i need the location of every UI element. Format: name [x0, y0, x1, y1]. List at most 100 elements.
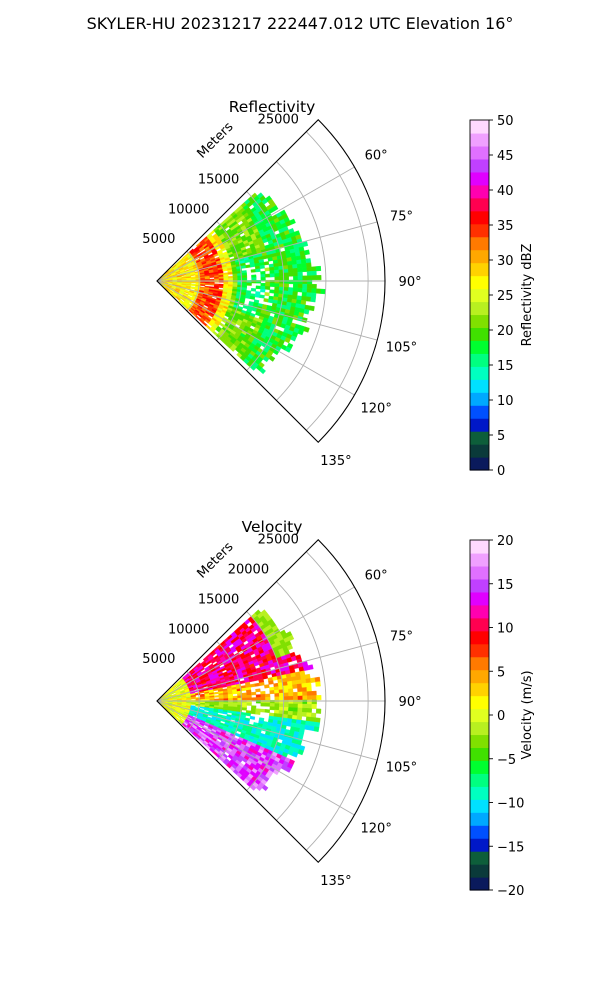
radar-bin [260, 288, 266, 293]
radar-bin [297, 271, 303, 277]
grid-spoke [156, 166, 355, 282]
radial-tick-label: 20000 [228, 563, 269, 578]
radar-bin [311, 695, 317, 701]
radar-bin [297, 691, 303, 697]
grid-spoke [156, 700, 378, 761]
grid-spoke [156, 280, 355, 396]
radar-bin [255, 285, 261, 290]
radar-bin [218, 698, 224, 701]
radar-bin [213, 695, 220, 698]
colorbar-swatch [470, 643, 489, 658]
radar-bin [306, 712, 312, 718]
radar-bin [288, 707, 294, 712]
radar-bin [274, 286, 280, 291]
angle-tick-label: 105° [386, 761, 417, 776]
angle-tick-label: 90° [399, 695, 422, 710]
radar-bin [255, 784, 263, 792]
radar-bin [260, 276, 266, 281]
colorbar: −20 −15 −10 −5 0 5 10 15 20 Velocity (m/s) [469, 534, 535, 899]
radar-bin [301, 295, 307, 302]
radar-bin [292, 691, 299, 697]
radar-bin [167, 279, 173, 281]
radar-bin [264, 267, 270, 272]
radial-tick-label: 15000 [198, 592, 239, 607]
velocity-panel: 60° 75° 90° 105° 120° 135° 5000 10000 15000 20000… [142, 518, 535, 899]
radar-bin [301, 707, 308, 713]
radar-bin [265, 283, 271, 287]
radar-bin [223, 278, 229, 281]
colorbar-swatch [470, 851, 489, 865]
radar-bin [190, 703, 196, 706]
colorbar-swatch [470, 630, 489, 645]
radar-bin [264, 286, 271, 290]
radar-bin [262, 355, 270, 363]
radar-bin [297, 707, 303, 713]
radar-bin [190, 284, 196, 287]
radar-bin [260, 696, 266, 701]
radar-bin [315, 681, 321, 687]
radial-tick-label: 10000 [168, 202, 209, 217]
colorbar-swatch [470, 695, 489, 710]
colorbar-swatch [470, 431, 489, 445]
radar-bin [260, 273, 266, 278]
radar-bin [267, 298, 274, 304]
radar-bin [300, 678, 307, 685]
radar-bin [282, 685, 289, 690]
angle-tick-label: 60° [365, 568, 388, 583]
radar-bin [303, 249, 310, 256]
radar-bin [250, 710, 256, 715]
colorbar-swatch [470, 552, 489, 567]
radar-bin [301, 267, 308, 273]
radar-bin [320, 288, 326, 295]
angle-tick-label: 105° [386, 341, 417, 356]
radar-bin [218, 278, 224, 281]
colorbar: 0 5 10 15 20 25 30 35 40 45 50 Reflectivity dBZ [469, 114, 535, 479]
radar-bin [223, 698, 229, 701]
radar-bin [292, 271, 299, 277]
radar-bin [306, 708, 313, 714]
radar-bin [283, 688, 289, 694]
radar-bin [200, 279, 206, 281]
radar-bin [195, 704, 201, 708]
radar-bin [239, 680, 246, 685]
colorbar-swatch [470, 288, 489, 303]
figure-title: SKYLER-HU 20231217 222447.012 UTC Elevat… [86, 14, 514, 33]
radar-bin [246, 694, 252, 699]
radar-bin [290, 335, 297, 342]
radar-bin [214, 698, 220, 701]
radar-bin [246, 282, 252, 286]
colorbar-tick-label: 10 [497, 622, 514, 637]
colorbar-swatch [470, 760, 489, 774]
radar-bin [283, 696, 289, 701]
radar-bin [241, 692, 248, 696]
radar-bin [227, 710, 233, 714]
radar-bin [305, 716, 312, 722]
grid-spoke [156, 221, 378, 282]
radar-bin [306, 283, 313, 289]
panel-title: Velocity [242, 518, 303, 536]
radar-bin [251, 277, 257, 281]
radar-bin [190, 697, 197, 700]
radar-bin [274, 693, 280, 698]
radar-bin [292, 287, 299, 293]
radial-tick-label: 25000 [258, 113, 299, 128]
radar-bin [306, 262, 312, 268]
radar-bin [310, 677, 316, 683]
colorbar-swatch [470, 565, 489, 580]
radar-bin [273, 266, 280, 271]
radar-bin [274, 703, 280, 708]
radar-bin [171, 293, 176, 299]
colorbar-tick-label: 0 [497, 464, 505, 479]
colorbar-swatch [470, 604, 489, 619]
radar-bin [261, 784, 269, 792]
radar-bin [300, 258, 307, 265]
angle-tick-label: 75° [390, 629, 413, 644]
colorbar-tick-label: 15 [497, 359, 514, 374]
radar-bin [260, 282, 266, 287]
radar-bin [255, 268, 261, 273]
radar-bin [241, 277, 248, 281]
colorbar-tick-label: 5 [497, 665, 505, 680]
radar-bin [260, 702, 266, 707]
colorbar-swatch [470, 786, 489, 800]
radar-bin [269, 686, 275, 691]
